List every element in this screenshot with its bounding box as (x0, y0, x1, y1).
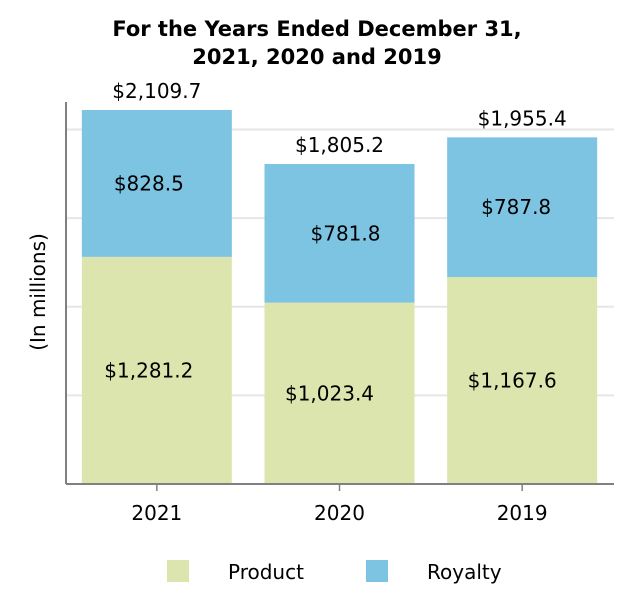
total-label-2021: $2,109.7 (112, 79, 201, 103)
data-label-royalty-2020: $781.8 (311, 221, 381, 245)
y-axis-label: (In millions) (26, 233, 50, 351)
data-label-royalty-2021: $828.5 (114, 171, 184, 195)
chart-title-line-1: For the Years Ended December 31, (112, 17, 521, 41)
total-label-2019: $1,955.4 (478, 106, 567, 130)
bar-royalty-2019 (447, 137, 598, 278)
data-label-product-2019: $1,167.6 (468, 369, 557, 393)
bars: $1,281.2 $828.5 $2,109.7 $1,023.4 $781.8 $1,8… (81, 79, 598, 484)
chart-title-line-2: 2021, 2020 and 2019 (192, 45, 441, 69)
legend-swatch-product (167, 560, 189, 582)
legend-swatch-royalty (366, 560, 388, 582)
bar-royalty-2021 (81, 110, 232, 257)
data-label-product-2021: $1,281.2 (104, 358, 193, 382)
legend-label-product: Product (228, 560, 304, 584)
data-label-product-2020: $1,023.4 (285, 381, 374, 405)
legend: Product Royalty (167, 560, 502, 584)
x-tick-label-2021: 2021 (131, 501, 182, 525)
legend-label-royalty: Royalty (427, 560, 502, 584)
x-tick-label-2019: 2019 (497, 501, 548, 525)
x-tick-label-2020: 2020 (314, 501, 365, 525)
data-label-royalty-2019: $787.8 (481, 195, 551, 219)
bar-product-2020 (264, 302, 415, 484)
bar-product-2021 (81, 256, 232, 484)
bar-product-2019 (447, 277, 598, 484)
x-axis-ticks: 2021 2020 2019 (131, 484, 548, 525)
bar-royalty-2020 (264, 163, 415, 303)
total-label-2020: $1,805.2 (295, 133, 384, 157)
